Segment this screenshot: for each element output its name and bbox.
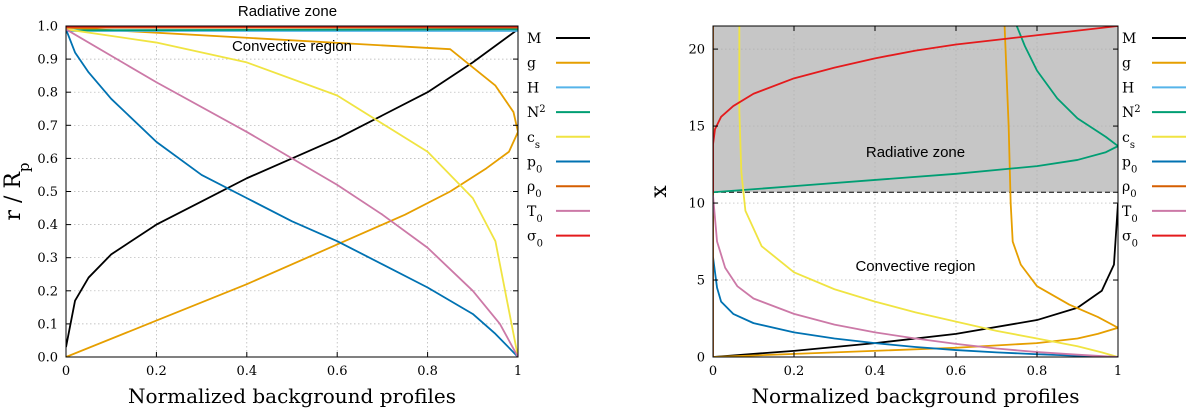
left-chart: 0 0.2 0.4 0.6 0.8 1 0.0 0.1 0.2 0.3 0.4 0.5 0.6 0.7 0.… (1, 3, 590, 408)
series-line-N² (713, 26, 1118, 194)
y-tick-label: 0.7 (37, 119, 58, 134)
x-tick-label: 0.2 (146, 364, 167, 379)
y-tick-label: 1.0 (37, 20, 58, 35)
y-tick-label: 15 (688, 120, 705, 135)
y-tick-label: 5 (697, 274, 705, 289)
y-tick-label: 10 (688, 197, 705, 212)
legend-label-g: g (527, 56, 536, 72)
legend-label-rho0: ρ0 (1122, 179, 1137, 200)
legend: MgH N2 cs p0 ρ0 T0 σ0 (1122, 31, 1186, 249)
series-line-T_0 (66, 28, 518, 357)
x-tick-label: 0.6 (327, 364, 348, 379)
y-axis-label: r / Rp (1, 162, 33, 220)
legend-label-N2: N2 (1122, 104, 1141, 122)
legend-label-rho0: ρ0 (527, 179, 542, 200)
y-tick-label: 0.3 (37, 251, 58, 266)
y-tick-label: 0.4 (37, 218, 58, 233)
series-line-M (66, 28, 518, 348)
series-line-p_0 (66, 28, 518, 357)
legend-label-T0: T0 (527, 204, 543, 225)
x-tick-label: 0.4 (865, 364, 886, 379)
y-tick-label: 0.5 (37, 185, 58, 200)
y-tick-label: 0.6 (37, 152, 58, 167)
x-tick-label: 0 (62, 364, 70, 379)
legend: MgH N2 cs p0 ρ0 T0 σ0 (527, 31, 590, 249)
legend-label-cs: cs (1122, 130, 1135, 151)
legend-label-p0: p0 (527, 155, 542, 176)
series-group (713, 26, 1118, 357)
legend-label-sigma0: σ0 (1122, 229, 1138, 250)
y-tick-label: 0.8 (37, 86, 58, 101)
series-line-c_s (738, 26, 1118, 357)
series-group (66, 26, 518, 357)
series-line-T_0 (713, 195, 1118, 357)
series-line-N² (66, 28, 518, 32)
x-tick-label: 0.8 (1027, 364, 1048, 379)
y-tick-label: 0.0 (37, 351, 58, 366)
legend-label-M: M (527, 31, 541, 47)
axes-frame (712, 25, 1119, 358)
convective-region-label: Convective region (232, 38, 352, 55)
series-line-p_0 (713, 256, 1118, 357)
y-axis-label: x (647, 185, 672, 198)
convective-region-label: Convective region (855, 258, 975, 275)
series-line-σ_0 (713, 26, 1118, 193)
x-tick-label: 0.8 (417, 364, 438, 379)
legend-label-T0: T0 (1122, 204, 1138, 225)
legend-label-M: M (1122, 31, 1136, 47)
x-axis-label: Normalized background profiles (128, 384, 456, 408)
x-tick-label: 1 (514, 364, 522, 379)
x-tick-label: 0 (709, 364, 717, 379)
legend-label-N2: N2 (527, 104, 546, 122)
y-tick-label: 0.9 (37, 53, 58, 68)
x-tick-label: 0.6 (946, 364, 967, 379)
legend-label-H: H (1122, 80, 1134, 96)
legend-label-sigma0: σ0 (527, 229, 543, 250)
y-tick-label: 0.1 (37, 317, 58, 332)
y-tick-label: 0 (697, 351, 705, 366)
y-tick-label: 20 (688, 43, 705, 58)
x-tick-label: 1 (1114, 364, 1122, 379)
radiative-zone-label: Radiative zone (866, 144, 965, 161)
legend-label-H: H (527, 80, 539, 96)
y-tick-label: 0.2 (37, 284, 58, 299)
x-tick-label: 0.4 (236, 364, 257, 379)
radiative-zone-label: Radiative zone (238, 3, 337, 20)
x-tick-label: 0.2 (784, 364, 805, 379)
series-line-g (66, 26, 518, 357)
legend-label-cs: cs (527, 130, 540, 151)
series-line-c_s (66, 28, 518, 357)
legend-label-g: g (1122, 56, 1131, 72)
series-line-M (713, 202, 1118, 357)
x-axis-label: Normalized background profiles (752, 384, 1080, 408)
legend-label-p0: p0 (1122, 155, 1137, 176)
